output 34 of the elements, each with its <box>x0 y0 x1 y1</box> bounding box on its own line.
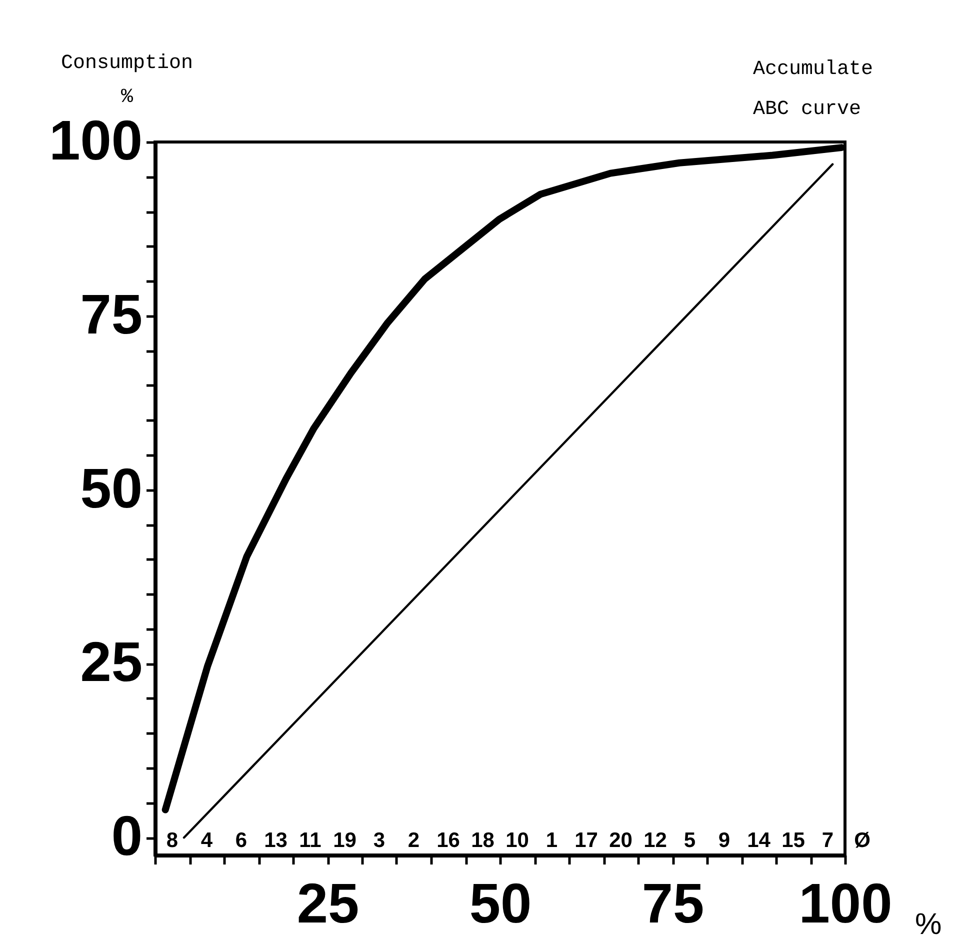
annotation: 20 <box>609 829 632 852</box>
y-tick-label: 75 <box>80 282 142 346</box>
x-tick-label: 25 <box>296 872 360 934</box>
annotation: 14 <box>747 829 771 852</box>
annotation: 6 <box>235 829 248 852</box>
annotation: 10 <box>506 829 529 852</box>
annotation: 4 <box>200 829 213 852</box>
annotation: 16 <box>436 829 460 852</box>
annotation: 7 <box>822 829 834 852</box>
annotation: 1 <box>546 829 558 852</box>
chart-subtitle: ABC curve <box>753 98 862 121</box>
y-axis-title: Consumption % <box>60 52 194 109</box>
annotation: 12 <box>644 829 667 852</box>
annotation: 15 <box>782 829 806 852</box>
y-tick-label: 25 <box>80 630 142 694</box>
y-tick-label: 50 <box>80 456 142 520</box>
annotation: 11 <box>299 829 322 852</box>
annotation: 13 <box>264 829 288 852</box>
annotation: 17 <box>574 829 598 852</box>
annotation: 19 <box>333 829 356 852</box>
annotation: 18 <box>471 829 495 852</box>
y-tick-label: 0 <box>111 804 142 868</box>
annotation: 3 <box>373 829 386 852</box>
y-tick-label: 100 <box>49 108 142 172</box>
x-tick-label: 75 <box>642 872 704 934</box>
text: Ø <box>854 829 870 852</box>
annotation: 2 <box>408 829 420 852</box>
x-axis-title: % <box>915 908 942 941</box>
x-tick-label: 50 <box>469 872 532 934</box>
x-tick-label: 100 <box>798 872 892 934</box>
annotation: 9 <box>718 829 730 852</box>
chart-title: Accumulate <box>753 58 874 81</box>
annotation: 8 <box>166 829 178 852</box>
annotation: 5 <box>684 829 696 852</box>
